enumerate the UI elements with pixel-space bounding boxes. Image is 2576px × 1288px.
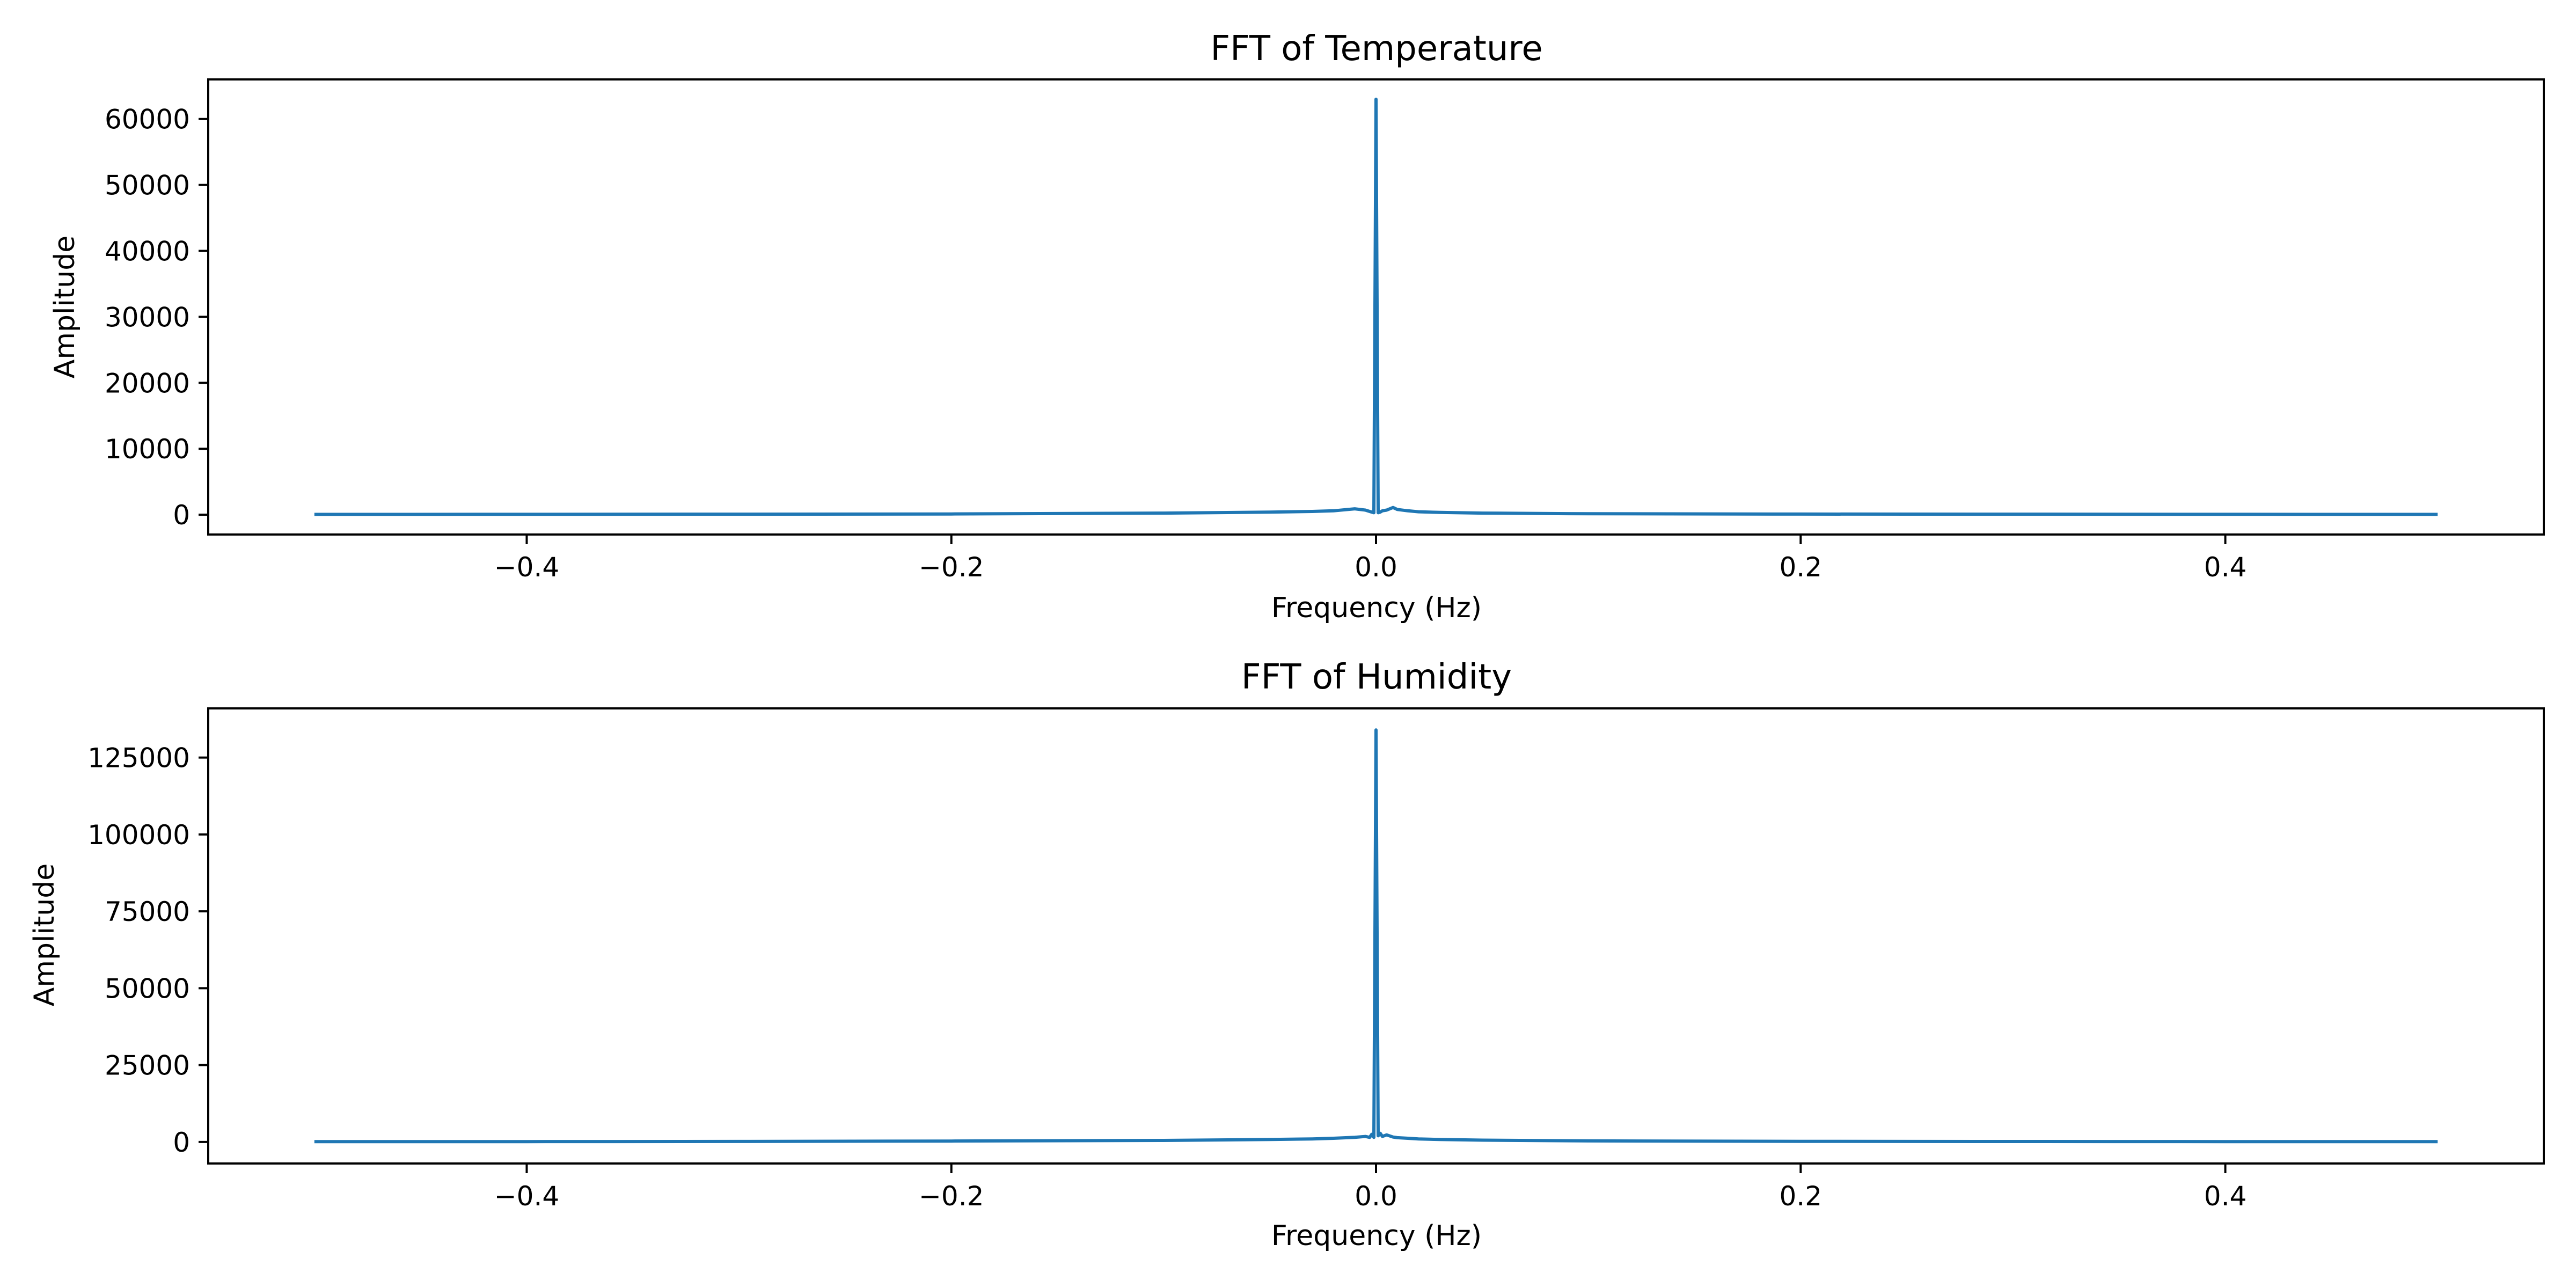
- chart-title: FFT of Humidity: [1241, 657, 1512, 697]
- humidity-fft-panel: FFT of Humidity Frequency (Hz) Amplitude…: [28, 657, 2545, 1252]
- series-line: [314, 97, 2438, 516]
- y-tick-label: 0: [173, 1127, 190, 1158]
- y-tick-label: 0: [173, 500, 190, 531]
- x-tick-label: 0.0: [1355, 1181, 1397, 1212]
- x-tick-label: −0.4: [494, 552, 559, 583]
- x-tick-label: 0.2: [1780, 1181, 1823, 1212]
- y-tick-label: 100000: [87, 819, 190, 851]
- x-axis-label: Frequency (Hz): [1271, 1220, 1482, 1252]
- x-tick-label: 0.0: [1355, 552, 1397, 583]
- y-tick-label: 50000: [105, 973, 190, 1004]
- series-lines: [314, 728, 2438, 1144]
- x-tick-label: −0.4: [494, 1181, 559, 1212]
- y-tick-label: 40000: [105, 236, 190, 267]
- axis-ticks: −0.4 −0.2 0.0 0.2 0.4 0 10000 20000 30000 40000 50…: [105, 104, 2246, 583]
- plot-frame: [207, 78, 2545, 536]
- y-tick-label: 25000: [105, 1050, 190, 1081]
- series-line: [314, 728, 2438, 1144]
- y-tick-label: 10000: [105, 434, 190, 465]
- y-axis-label: Amplitude: [49, 236, 81, 378]
- y-tick-label: 20000: [105, 368, 190, 399]
- x-tick-label: 0.4: [2204, 1181, 2247, 1212]
- y-tick-label: 50000: [105, 170, 190, 201]
- axis-ticks: −0.4 −0.2 0.0 0.2 0.4 0 25000 50000 75000 100000 1…: [87, 743, 2246, 1212]
- y-axis-label: Amplitude: [28, 863, 61, 1006]
- y-tick-label: 75000: [105, 896, 190, 927]
- temperature-fft-panel: FFT of Temperature Frequency (Hz) Amplit…: [49, 29, 2545, 624]
- chart-title: FFT of Temperature: [1210, 29, 1542, 69]
- series-lines: [314, 97, 2438, 516]
- x-tick-label: 0.2: [1780, 552, 1823, 583]
- plot-frame: [207, 707, 2545, 1165]
- x-tick-label: 0.4: [2204, 552, 2247, 583]
- x-tick-label: −0.2: [919, 1181, 984, 1212]
- x-tick-label: −0.2: [919, 552, 984, 583]
- y-tick-label: 125000: [87, 743, 190, 774]
- y-tick-label: 60000: [105, 104, 190, 135]
- x-axis-label: Frequency (Hz): [1271, 592, 1482, 624]
- y-tick-label: 30000: [105, 302, 190, 333]
